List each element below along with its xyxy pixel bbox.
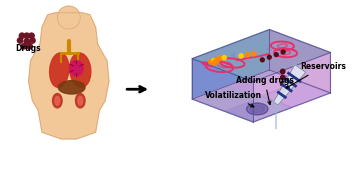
Polygon shape (223, 96, 292, 122)
Circle shape (222, 56, 226, 60)
Circle shape (212, 59, 216, 63)
Circle shape (17, 38, 23, 43)
Circle shape (29, 33, 34, 38)
Circle shape (281, 75, 285, 80)
Text: Adding drugs: Adding drugs (235, 76, 294, 105)
Ellipse shape (50, 53, 69, 87)
Circle shape (268, 55, 271, 59)
Circle shape (21, 44, 26, 49)
Ellipse shape (70, 53, 91, 87)
Circle shape (281, 88, 285, 92)
Circle shape (239, 54, 243, 58)
Circle shape (252, 52, 256, 56)
Polygon shape (273, 65, 306, 105)
Polygon shape (231, 70, 300, 96)
Circle shape (24, 39, 30, 44)
Polygon shape (62, 20, 75, 30)
Ellipse shape (58, 81, 85, 94)
Circle shape (281, 50, 285, 54)
Circle shape (212, 61, 216, 65)
Ellipse shape (52, 94, 62, 108)
Circle shape (281, 94, 285, 98)
Polygon shape (270, 30, 331, 93)
Circle shape (260, 58, 264, 62)
Text: Drugs: Drugs (15, 44, 41, 53)
Circle shape (281, 82, 285, 86)
Ellipse shape (55, 96, 60, 105)
Circle shape (245, 53, 250, 57)
Ellipse shape (78, 96, 83, 105)
Ellipse shape (250, 105, 265, 113)
Circle shape (24, 33, 30, 38)
Circle shape (208, 60, 213, 64)
Text: Volatilization: Volatilization (205, 91, 262, 107)
Circle shape (215, 60, 219, 64)
Circle shape (274, 53, 278, 57)
Circle shape (30, 38, 35, 43)
Circle shape (19, 33, 25, 38)
Ellipse shape (70, 61, 83, 76)
Ellipse shape (75, 94, 85, 108)
Circle shape (281, 69, 285, 74)
Polygon shape (29, 13, 109, 139)
Circle shape (27, 44, 32, 49)
Ellipse shape (247, 103, 268, 115)
Text: Reservoirs: Reservoirs (286, 62, 346, 88)
Circle shape (218, 56, 222, 60)
Polygon shape (192, 84, 261, 111)
Polygon shape (192, 30, 270, 99)
Circle shape (57, 6, 80, 29)
Polygon shape (192, 30, 331, 82)
Polygon shape (192, 59, 253, 122)
Polygon shape (261, 81, 331, 108)
Circle shape (215, 57, 219, 62)
